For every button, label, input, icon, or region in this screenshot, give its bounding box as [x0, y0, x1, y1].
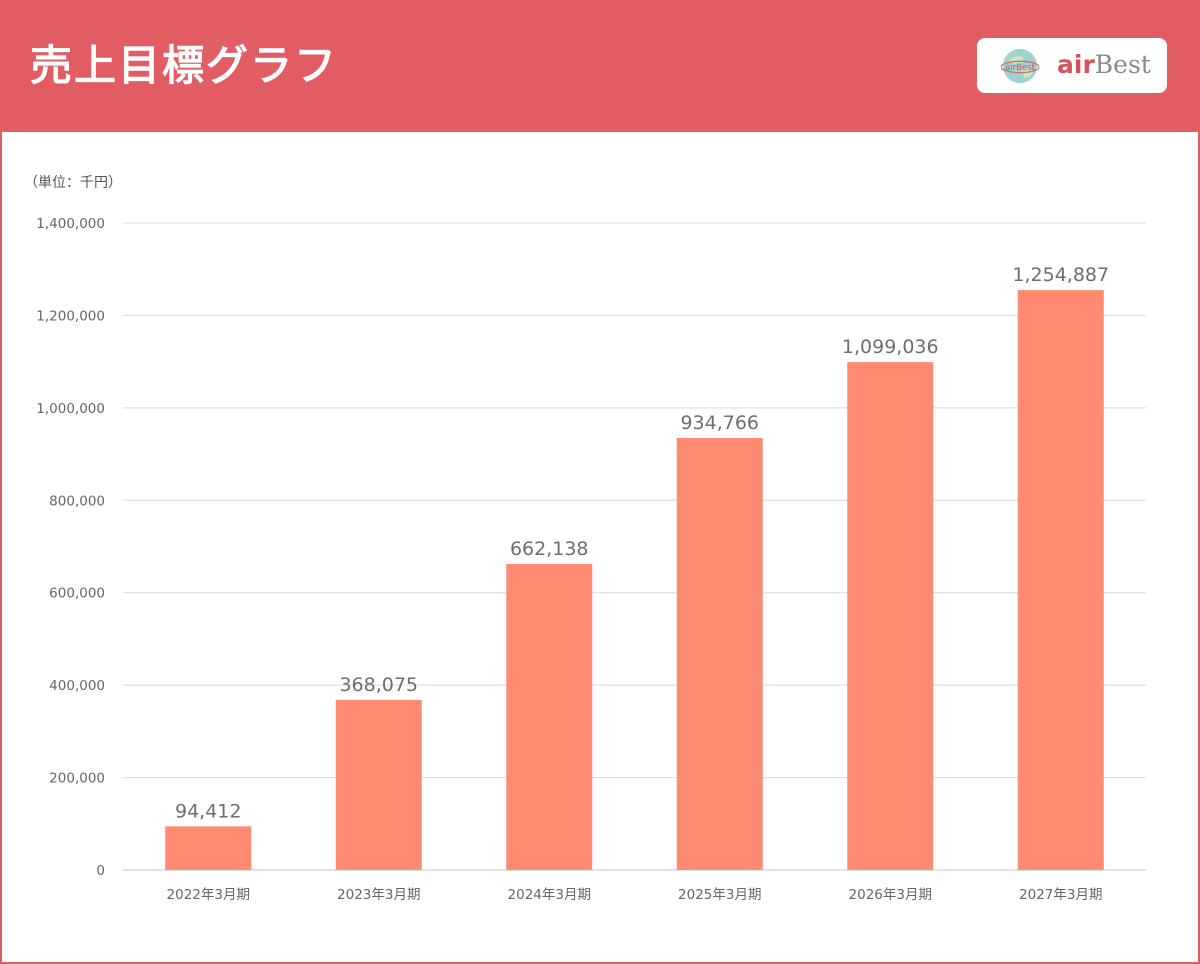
data-labels: 94,412 368,075 662,138 934,766 1,099,036 1,25…: [175, 264, 1109, 822]
y-tick-label: 0: [96, 863, 105, 879]
y-tick-label: 1,200,000: [36, 308, 105, 324]
x-tick-label: 2022年3月期: [167, 887, 250, 903]
y-tick-label: 200,000: [49, 771, 105, 787]
logo-wordmark: airBest: [1057, 49, 1151, 81]
airbest-logo: airBest airBest: [977, 38, 1167, 93]
y-tick-label: 600,000: [49, 586, 105, 602]
x-tick-label: 2025年3月期: [678, 887, 761, 903]
x-axis: 2022年3月期 2023年3月期 2024年3月期 2025年3月期 2026年3月期…: [167, 887, 1103, 903]
y-tick-label: 800,000: [49, 493, 105, 509]
y-tick-label: 1,000,000: [36, 401, 105, 417]
unit-label: （単位：千円）: [24, 175, 122, 191]
header-banner: 売上目標グラフ airBest airBest: [0, 0, 1200, 132]
bar: [1017, 290, 1104, 870]
data-label: 1,099,036: [842, 336, 939, 358]
bar: [506, 563, 593, 870]
data-label: 368,075: [339, 674, 418, 696]
x-tick-label: 2027年3月期: [1019, 887, 1102, 903]
bar: [676, 438, 763, 870]
bar: [847, 362, 934, 870]
page-title: 売上目標グラフ: [30, 41, 339, 90]
logo-best-text: Best: [1094, 50, 1151, 79]
globe-icon: airBest: [1001, 48, 1039, 84]
data-label: 94,412: [175, 800, 241, 822]
bars: [165, 290, 1104, 870]
x-tick-label: 2024年3月期: [508, 887, 591, 903]
bar: [335, 699, 422, 870]
data-label: 662,138: [510, 538, 589, 560]
globe-logo-text: airBest: [1005, 63, 1036, 73]
data-label: 1,254,887: [1012, 264, 1109, 286]
y-tick-label: 400,000: [49, 678, 105, 694]
data-label: 934,766: [680, 412, 759, 434]
gridlines: [123, 222, 1146, 871]
x-tick-label: 2026年3月期: [849, 887, 932, 903]
y-tick-label: 1,400,000: [36, 216, 105, 232]
y-axis: 0 200,000 400,000 600,000 800,000 1,000,000 1,…: [36, 216, 105, 879]
logo-air-text: air: [1057, 50, 1095, 79]
bar: [165, 826, 252, 870]
x-tick-label: 2023年3月期: [337, 887, 420, 903]
